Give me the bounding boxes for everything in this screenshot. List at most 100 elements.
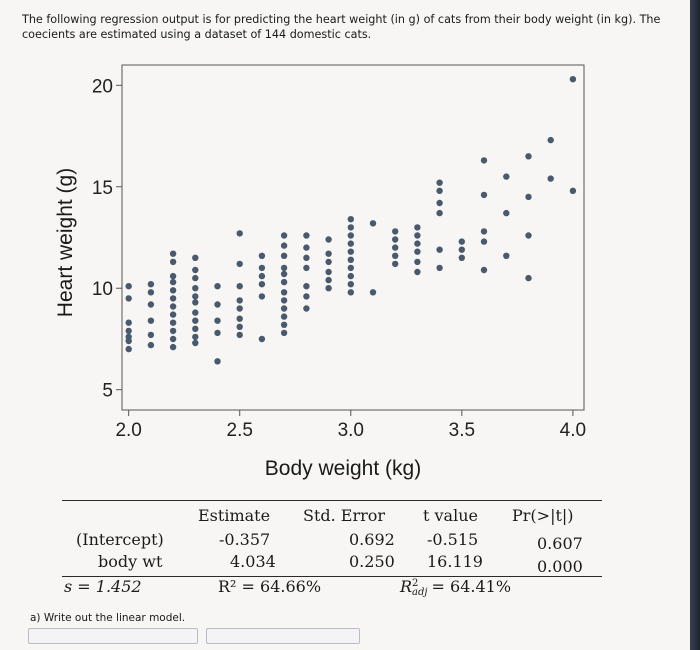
data-point — [236, 315, 243, 322]
data-point — [303, 293, 310, 300]
x-tick-label: 4.0 — [560, 420, 586, 441]
data-point — [258, 281, 266, 288]
table-top-rule — [62, 500, 602, 502]
data-point — [169, 295, 177, 302]
data-point — [147, 331, 155, 339]
data-point — [392, 252, 399, 259]
data-point — [258, 252, 266, 259]
header-t-value: t value — [423, 506, 478, 525]
data-point — [303, 232, 310, 239]
data-point — [169, 335, 177, 343]
data-point — [436, 264, 443, 272]
data-point — [347, 240, 354, 247]
data-point — [347, 281, 354, 288]
header-p-value: Pr(>|t|) — [512, 506, 574, 525]
data-point — [236, 260, 243, 268]
data-point — [192, 254, 199, 261]
data-point — [392, 228, 399, 235]
data-point — [503, 173, 510, 180]
data-point — [414, 232, 421, 239]
row-label-body-wt: body wt — [98, 552, 163, 571]
data-point — [369, 220, 377, 227]
data-point — [303, 254, 310, 261]
data-point — [480, 238, 488, 245]
data-point — [147, 341, 155, 349]
data-point — [214, 317, 221, 324]
data-point — [347, 224, 354, 231]
data-point — [569, 76, 577, 83]
data-point — [303, 264, 310, 272]
question-a: a) Write out the linear model. — [30, 612, 186, 624]
data-point — [325, 250, 332, 257]
x-axis-label: Body weight (kg) — [265, 457, 421, 480]
data-point — [214, 283, 221, 290]
data-point — [280, 242, 288, 249]
adj-r-sup: 2 — [412, 577, 419, 589]
answer-input-2[interactable] — [206, 628, 360, 644]
data-point — [525, 232, 532, 239]
data-point — [192, 309, 199, 316]
data-point — [325, 258, 332, 266]
data-point — [280, 270, 288, 278]
data-point — [369, 289, 377, 296]
intercept-std-error: 0.692 — [349, 530, 395, 549]
header-estimate: Estimate — [198, 506, 271, 525]
data-point — [392, 260, 399, 268]
data-point — [236, 323, 243, 330]
data-point — [125, 295, 132, 302]
data-point — [169, 272, 177, 280]
data-point — [214, 301, 221, 308]
data-point — [480, 191, 488, 199]
data-point — [214, 358, 221, 365]
scatter-chart: 2.0 2.5 3.0 3.5 4.0 5 10 15 20 Body weight (kg) He… — [54, 64, 586, 480]
data-point — [258, 335, 266, 343]
data-point — [280, 321, 288, 328]
data-point — [414, 240, 421, 247]
data-point — [325, 285, 332, 292]
data-point — [169, 287, 177, 294]
adjusted-r-squared: R 2 adj = 64.41% — [400, 577, 511, 597]
answer-input-1[interactable] — [28, 628, 198, 644]
x-tick-label: 3.0 — [338, 420, 364, 441]
data-point — [169, 278, 177, 286]
data-point — [192, 317, 199, 324]
data-point — [169, 258, 177, 266]
data-point — [325, 236, 332, 243]
adj-r-value: = 64.41% — [431, 577, 512, 596]
data-point — [347, 216, 354, 223]
data-point — [458, 238, 465, 245]
bodywt-estimate: 4.034 — [230, 552, 276, 571]
data-point — [436, 246, 443, 253]
adj-r-symbol: R — [400, 577, 413, 596]
data-point — [458, 254, 465, 261]
intercept-estimate: -0.357 — [219, 530, 271, 549]
header-std-error: Std. Error — [303, 506, 386, 525]
data-point — [280, 313, 288, 320]
data-point — [525, 274, 532, 282]
data-point — [280, 252, 288, 259]
data-point — [258, 272, 266, 280]
data-point — [147, 301, 155, 308]
residual-sd: s = 1.452 — [64, 577, 142, 596]
data-point — [169, 319, 177, 326]
problem-intro: The following regression output is for p… — [22, 13, 661, 41]
data-point — [169, 303, 177, 310]
x-tick-label: 2.0 — [115, 420, 141, 441]
data-point — [480, 157, 488, 164]
data-point — [147, 281, 155, 288]
x-tick-label: 2.5 — [227, 420, 253, 441]
data-point — [147, 289, 155, 296]
data-point — [347, 289, 354, 296]
plot-frame — [121, 64, 585, 411]
data-point — [414, 268, 421, 276]
data-point — [392, 236, 399, 243]
data-point — [125, 327, 132, 335]
data-point — [169, 250, 177, 257]
data-point — [169, 343, 177, 351]
data-point — [436, 209, 443, 217]
window-edge — [690, 0, 700, 650]
data-point — [347, 272, 354, 280]
data-point — [303, 244, 310, 251]
data-point — [280, 329, 288, 337]
